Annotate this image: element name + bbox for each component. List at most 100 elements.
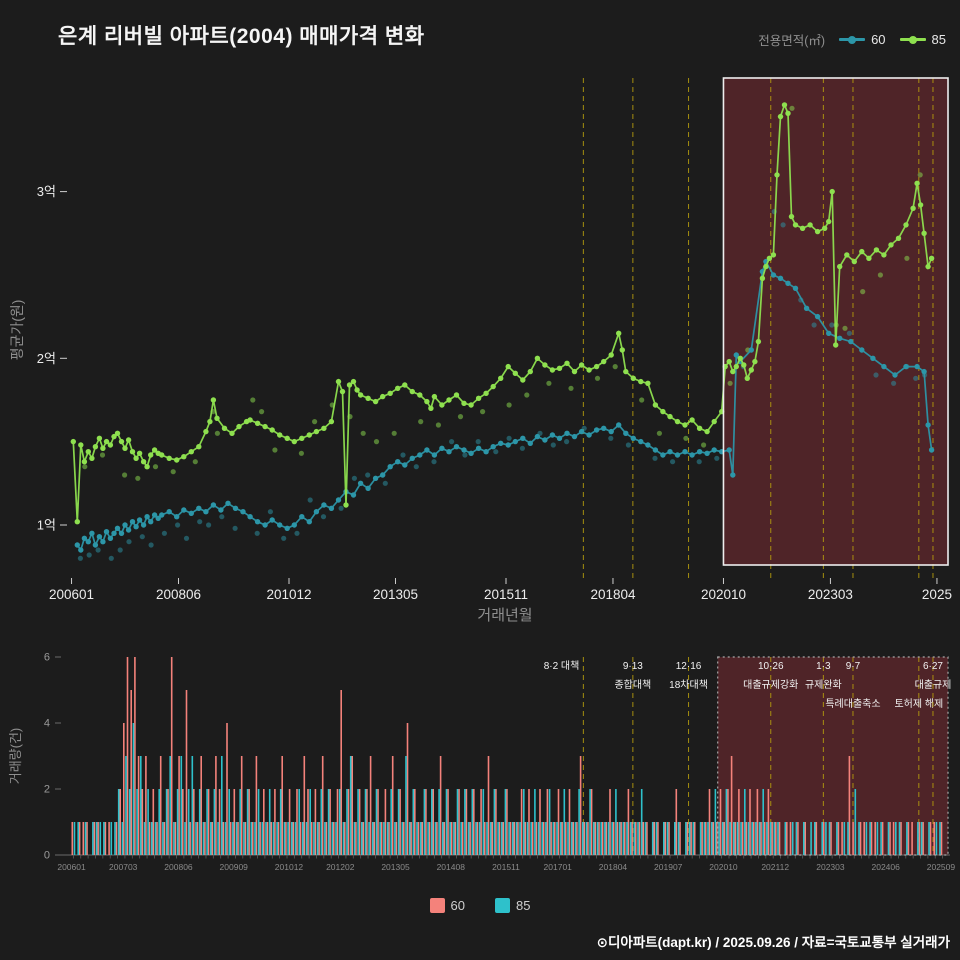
line-point[interactable]: [475, 445, 482, 451]
line-point[interactable]: [122, 445, 128, 451]
line-point[interactable]: [667, 413, 673, 420]
volume-bar-60[interactable]: [701, 822, 703, 855]
volume-bar-85[interactable]: [128, 789, 131, 855]
volume-bar-85[interactable]: [456, 789, 459, 855]
line-point[interactable]: [645, 442, 651, 448]
volume-bar-60[interactable]: [892, 822, 895, 855]
volume-bar-85[interactable]: [154, 822, 157, 855]
volume-bar-60[interactable]: [668, 822, 670, 855]
line-point[interactable]: [299, 435, 305, 441]
volume-bar-60[interactable]: [859, 822, 862, 855]
volume-bar-60[interactable]: [502, 822, 504, 855]
volume-bar-85[interactable]: [272, 822, 275, 855]
volume-bar-85[interactable]: [644, 822, 647, 855]
line-point[interactable]: [564, 430, 570, 436]
line-point[interactable]: [174, 514, 180, 520]
volume-bar-60[interactable]: [929, 822, 932, 855]
line-point[interactable]: [593, 363, 600, 370]
scatter-point[interactable]: [873, 372, 879, 378]
volume-bar-85[interactable]: [353, 822, 356, 855]
volume-bar-60[interactable]: [874, 822, 876, 855]
line-point[interactable]: [748, 367, 754, 373]
volume-bar-60[interactable]: [760, 822, 762, 855]
line-point[interactable]: [903, 363, 909, 370]
volume-bar-85[interactable]: [92, 822, 94, 855]
volume-bar-85[interactable]: [316, 822, 319, 855]
volume-bar-60[interactable]: [391, 756, 394, 855]
volume-bar-85[interactable]: [165, 789, 168, 855]
volume-bar-85[interactable]: [674, 822, 676, 855]
line-point[interactable]: [564, 360, 570, 366]
volume-bar-60[interactable]: [428, 822, 431, 855]
line-point[interactable]: [254, 519, 261, 525]
scatter-point[interactable]: [400, 452, 406, 458]
line-point[interactable]: [781, 102, 788, 108]
line-point[interactable]: [221, 425, 228, 431]
volume-bar-85[interactable]: [784, 822, 787, 855]
volume-bar-85[interactable]: [136, 789, 138, 855]
volume-bar-85[interactable]: [523, 789, 525, 855]
line-point[interactable]: [313, 428, 320, 435]
volume-bar-85[interactable]: [73, 822, 76, 855]
line-point[interactable]: [534, 355, 541, 361]
line-point[interactable]: [114, 525, 121, 531]
volume-bar-60[interactable]: [712, 822, 714, 855]
volume-bar-85[interactable]: [482, 789, 485, 855]
volume-bar-60[interactable]: [738, 789, 740, 855]
volume-bar-60[interactable]: [730, 756, 733, 855]
volume-bar-60[interactable]: [664, 822, 667, 855]
volume-bar-60[interactable]: [498, 822, 501, 855]
line-point[interactable]: [888, 242, 894, 248]
volume-bar-85[interactable]: [390, 789, 392, 855]
volume-bar-85[interactable]: [114, 822, 116, 855]
volume-bar-60[interactable]: [384, 789, 387, 855]
line-point[interactable]: [240, 509, 246, 515]
scatter-point[interactable]: [435, 422, 441, 428]
volume-bar-60[interactable]: [244, 822, 247, 855]
volume-bar-85[interactable]: [512, 822, 514, 855]
volume-bar-85[interactable]: [449, 822, 451, 855]
scatter-point[interactable]: [462, 452, 468, 458]
volume-bar-85[interactable]: [541, 822, 543, 855]
volume-bar-60[interactable]: [907, 822, 910, 855]
volume-bar-85[interactable]: [268, 789, 271, 855]
line-point[interactable]: [921, 230, 927, 236]
volume-bar-60[interactable]: [631, 822, 633, 855]
volume-bar-85[interactable]: [291, 822, 293, 855]
volume-bar-60[interactable]: [226, 723, 228, 855]
volume-bar-85[interactable]: [504, 789, 507, 855]
volume-bar-60[interactable]: [745, 822, 748, 855]
scatter-point[interactable]: [206, 522, 212, 528]
line-point[interactable]: [601, 358, 607, 365]
scatter-point[interactable]: [701, 442, 707, 448]
volume-legend-item-85[interactable]: 85: [495, 898, 530, 913]
volume-bar-60[interactable]: [870, 822, 873, 855]
scatter-point[interactable]: [250, 397, 256, 403]
volume-bar-60[interactable]: [82, 822, 85, 855]
scatter-point[interactable]: [232, 525, 238, 531]
line-point[interactable]: [321, 502, 327, 508]
volume-bar-85[interactable]: [471, 789, 474, 855]
line-point[interactable]: [402, 382, 408, 388]
volume-bar-60[interactable]: [627, 789, 630, 855]
line-point[interactable]: [225, 500, 231, 506]
volume-bar-60[interactable]: [605, 822, 608, 855]
line-point[interactable]: [409, 388, 415, 395]
volume-bar-85[interactable]: [235, 822, 238, 855]
volume-bar-85[interactable]: [250, 822, 253, 855]
scatter-point[interactable]: [183, 535, 190, 541]
volume-bar-60[interactable]: [414, 789, 416, 855]
scatter-point[interactable]: [320, 514, 327, 520]
line-point[interactable]: [696, 425, 703, 431]
volume-bar-60[interactable]: [119, 789, 121, 855]
line-point[interactable]: [291, 522, 297, 528]
line-point[interactable]: [711, 447, 717, 453]
volume-bar-85[interactable]: [582, 822, 584, 855]
volume-bar-60[interactable]: [248, 789, 250, 855]
line-point[interactable]: [148, 519, 154, 525]
line-point[interactable]: [726, 358, 732, 365]
volume-bar-85[interactable]: [559, 822, 562, 855]
volume-bar-60[interactable]: [598, 822, 600, 855]
volume-bar-85[interactable]: [361, 822, 363, 855]
